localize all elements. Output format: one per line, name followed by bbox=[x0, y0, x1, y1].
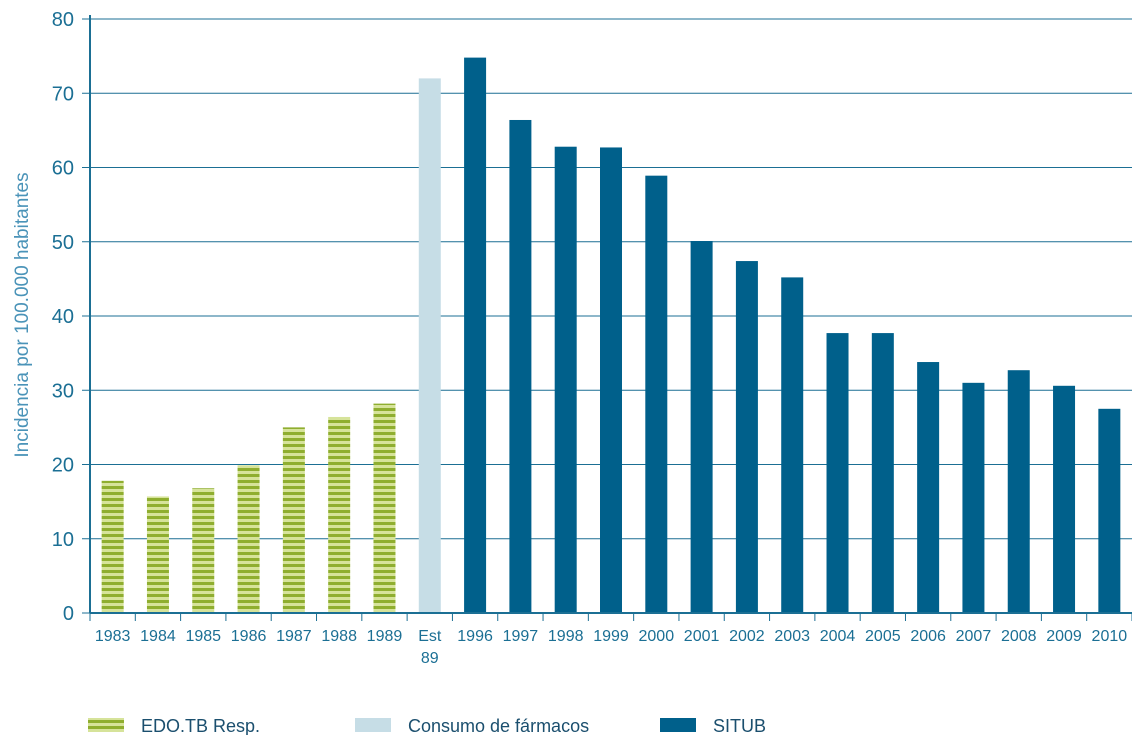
y-tick-label: 80 bbox=[52, 9, 74, 31]
bar-2006 bbox=[917, 362, 940, 613]
y-tick-label: 60 bbox=[52, 158, 74, 180]
bar-2003 bbox=[781, 277, 804, 613]
x-tick-label: 1988 bbox=[321, 628, 357, 645]
y-axis-label: Incidencia por 100.000 habitantes bbox=[12, 172, 33, 457]
x-tick-label: 1996 bbox=[457, 628, 493, 645]
legend-label: SITUB bbox=[713, 716, 766, 735]
legend-label: Consumo de fármacos bbox=[408, 716, 589, 735]
x-tick-label: Est bbox=[418, 628, 442, 645]
x-tick-label: 1984 bbox=[140, 628, 176, 645]
bar-2000 bbox=[645, 175, 668, 614]
bar-1988 bbox=[328, 416, 351, 613]
x-tick-label: 2001 bbox=[684, 628, 720, 645]
bar-2008 bbox=[1007, 370, 1030, 613]
y-tick-label: 0 bbox=[63, 603, 74, 625]
bar-2001 bbox=[690, 241, 713, 613]
legend-swatch bbox=[355, 718, 391, 732]
x-tick-label: 1986 bbox=[231, 628, 267, 645]
legend: EDO.TB Resp. Consumo de fármacos SITUB bbox=[88, 716, 766, 735]
bar-2007 bbox=[962, 382, 985, 613]
legend-label: EDO.TB Resp. bbox=[141, 716, 260, 735]
x-tick-label: 1989 bbox=[367, 628, 403, 645]
bar-1998 bbox=[554, 146, 577, 613]
bar-1984 bbox=[146, 496, 169, 613]
bar-1983 bbox=[101, 480, 124, 613]
bar-1996 bbox=[464, 57, 487, 614]
axes bbox=[82, 15, 1132, 621]
x-tick-label: 2006 bbox=[910, 628, 946, 645]
bar-2005 bbox=[871, 333, 894, 613]
bar-Est-89 bbox=[418, 78, 441, 613]
bar-2002 bbox=[735, 261, 758, 613]
y-tick-label: 70 bbox=[52, 83, 74, 105]
x-tick-label: 2003 bbox=[774, 628, 810, 645]
legend-swatch bbox=[88, 718, 124, 732]
x-tick-label: 1983 bbox=[95, 628, 131, 645]
y-tick-label: 10 bbox=[52, 529, 74, 551]
bar-1997 bbox=[509, 119, 532, 613]
x-tick-label: 1999 bbox=[593, 628, 629, 645]
y-tick-label: 30 bbox=[52, 380, 74, 402]
bar-2009 bbox=[1053, 385, 1076, 613]
x-tick-label: 89 bbox=[421, 650, 439, 667]
x-tick-label: 1997 bbox=[503, 628, 539, 645]
x-tick-label: 2009 bbox=[1046, 628, 1082, 645]
x-tick-label: 2007 bbox=[956, 628, 992, 645]
bar-1999 bbox=[600, 147, 622, 613]
bar-2010 bbox=[1098, 408, 1121, 613]
x-tick-label: 1985 bbox=[185, 628, 221, 645]
x-tick-label: 1987 bbox=[276, 628, 312, 645]
x-tick-label: 2005 bbox=[865, 628, 901, 645]
x-tick-label: 1998 bbox=[548, 628, 584, 645]
x-tick-label: 2008 bbox=[1001, 628, 1037, 645]
bar-2004 bbox=[826, 333, 849, 613]
bars bbox=[101, 57, 1121, 614]
y-tick-labels: 0 10 20 30 40 50 60 70 80 bbox=[52, 9, 74, 625]
x-tick-label: 2000 bbox=[639, 628, 675, 645]
x-tick-labels: 1983 1984 1985 1986 1987 1988 1989 Est 89 1996 199… bbox=[95, 628, 1127, 667]
bar-1985 bbox=[192, 488, 215, 613]
y-tick-label: 50 bbox=[52, 232, 74, 254]
legend-swatch bbox=[660, 718, 696, 732]
bar-1989 bbox=[373, 403, 396, 613]
bar-1987 bbox=[282, 427, 305, 613]
bar-1986 bbox=[237, 465, 260, 613]
x-tick-label: 2002 bbox=[729, 628, 765, 645]
x-tick-label: 2010 bbox=[1092, 628, 1128, 645]
x-tick-label: 2004 bbox=[820, 628, 856, 645]
y-tick-label: 20 bbox=[52, 455, 74, 477]
y-tick-label: 40 bbox=[52, 306, 74, 328]
